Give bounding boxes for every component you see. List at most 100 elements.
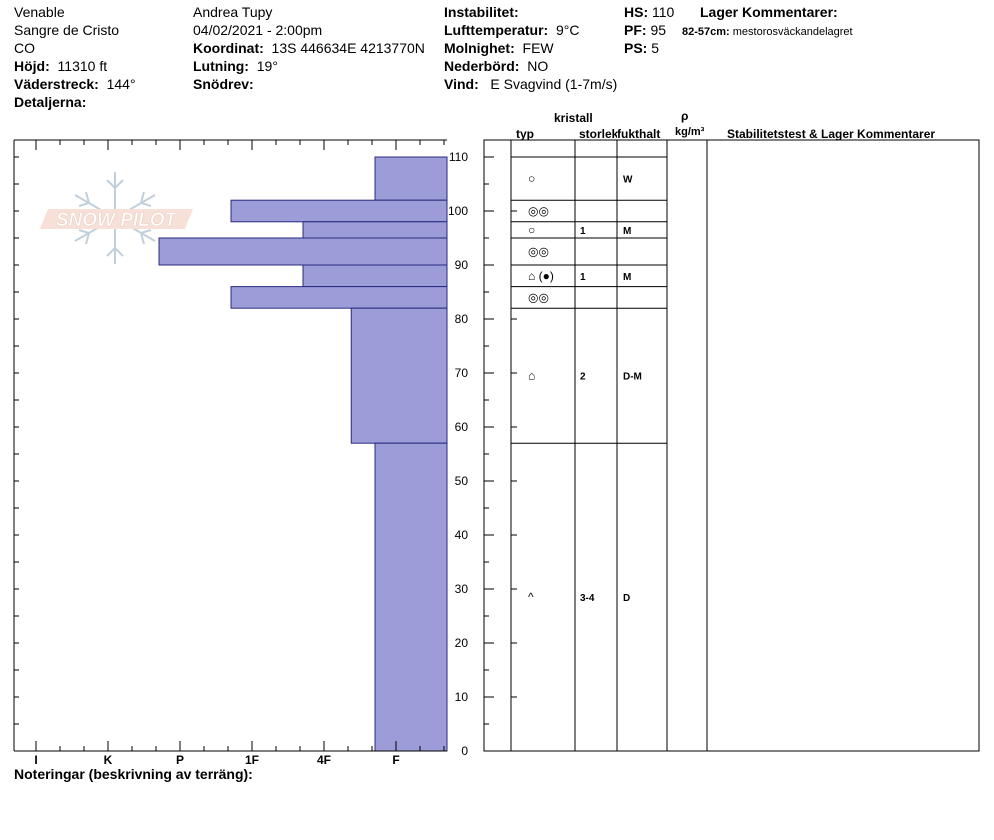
moisture-7: D: [623, 593, 630, 604]
grain-type-1: ◎◎: [528, 204, 549, 218]
wind: Vind: E Svagvind (1-7m/s): [444, 76, 617, 93]
grain-size-4: 1: [580, 272, 586, 283]
depth-label: 30: [455, 582, 469, 596]
depth-label: 100: [448, 204, 468, 218]
grain-size-2: 1: [580, 226, 586, 237]
hardness-label-4F: 4F: [317, 753, 331, 767]
ps-value: 5: [651, 40, 660, 56]
depth-label: 60: [455, 420, 469, 434]
layer-comment-range: 82-57cm:: [682, 26, 730, 38]
sky-cover: Molnighet: FEW: [444, 40, 554, 57]
aspect: Väderstreck: 144°: [14, 76, 136, 93]
grain-size-7: 3-4: [580, 593, 595, 604]
location-name: Venable: [14, 4, 65, 20]
hardness-bar-4: [302, 264, 448, 288]
layer-comment-text: mestorosväckandelagret: [732, 26, 853, 38]
hardness-bar-7: [374, 442, 448, 752]
hardness-bar-6: [350, 307, 448, 444]
sky-value: FEW: [522, 40, 554, 56]
precipitation: Nederbörd: NO: [444, 58, 548, 75]
depth-label: 80: [455, 312, 469, 326]
slope: Lutning: 19°: [193, 58, 278, 75]
slope-label: Lutning:: [193, 58, 249, 74]
moisture-0: W: [623, 175, 633, 186]
coord-value: 13S 446634E 4213770N: [271, 40, 425, 56]
layer-comment: 82-57cm: mestorosväckandelagret: [682, 24, 853, 41]
details-label: Detaljerna:: [14, 94, 87, 110]
moisture-6: D-M: [623, 372, 642, 383]
hardness-label-F: F: [392, 753, 399, 767]
logo-text: SNOW PILOT: [56, 210, 178, 231]
grain-type-3: ◎◎: [528, 245, 549, 259]
hardness-label-1F: 1F: [245, 753, 259, 767]
depth-label: 40: [455, 528, 469, 542]
notes-label: Noteringar (beskrivning av terräng):: [14, 766, 253, 782]
size-header: storlek: [579, 127, 617, 141]
grain-type-2: ○: [528, 223, 535, 237]
hardness-bar-5: [230, 286, 448, 309]
elevation-value: 11310 ft: [57, 58, 108, 74]
airtemp-label: Lufttemperatur:: [444, 22, 549, 38]
pf-label: PF:: [624, 22, 647, 38]
datetime: 04/02/2021 - 2:00pm: [193, 22, 323, 38]
layer-grid: 0 10 20 30 40 50 60 70 80 90 100 110 ○ W ◎◎ ○ 1 M ◎◎ ⌂ (●) 1…: [448, 139, 980, 758]
grain-type-7: ^: [528, 590, 534, 604]
hs-value: 110: [652, 4, 675, 20]
foot-penetration: PF: 95: [624, 22, 666, 39]
hardness-label-I: I: [34, 753, 37, 767]
drift-label: Snödrev:: [193, 76, 254, 92]
hardness-bar-0: [374, 156, 448, 201]
hardness-label-K: K: [104, 753, 113, 767]
aspect-label: Väderstreck:: [14, 76, 99, 92]
state: CO: [14, 40, 35, 56]
grain-type-0: ○: [528, 172, 535, 186]
mountain-range: Sangre de Cristo: [14, 22, 120, 38]
snowpilot-logo: SNOW PILOT: [40, 172, 193, 264]
grain-size-6: 2: [580, 372, 586, 383]
grain-type-5: ◎◎: [528, 290, 549, 304]
depth-label: 70: [455, 366, 469, 380]
elevation: Höjd: 11310 ft: [14, 58, 107, 75]
layer-comments-label: Lager Kommentarer:: [700, 4, 838, 20]
coord-label: Koordinat:: [193, 40, 264, 56]
moisture-4: M: [623, 272, 631, 283]
moisture-2: M: [623, 226, 631, 237]
grain-type-6: ⌂: [528, 369, 535, 383]
hardness-bar-2: [302, 221, 448, 239]
hardness-bar-3: [158, 237, 448, 266]
depth-label: 20: [455, 636, 469, 650]
wind-label: Vind:: [444, 76, 479, 92]
coordinates: Koordinat: 13S 446634E 4213770N: [193, 40, 425, 57]
slope-value: 19°: [256, 58, 278, 74]
precip-value: NO: [527, 58, 549, 74]
observer: Andrea Tupy: [193, 4, 273, 20]
density-symbol: ρ: [681, 109, 689, 123]
density-unit: kg/m³: [675, 126, 705, 138]
depth-label: 10: [455, 690, 469, 704]
elevation-label: Höjd:: [14, 58, 50, 74]
grain-type-4: ⌂ (●): [528, 269, 554, 283]
wind-value: E Svagvind (1-7m/s): [490, 76, 618, 92]
instability-label: Instabilitet:: [444, 4, 519, 20]
snow-height: HS: 110: [624, 4, 674, 21]
stability-header: Stabilitetstest & Lager Kommentarer: [727, 127, 936, 141]
hardness-label-P: P: [176, 753, 184, 767]
hs-label: HS:: [624, 4, 649, 20]
moisture-header: fukthalt: [617, 127, 661, 141]
air-temperature: Lufttemperatur: 9°C: [444, 22, 580, 39]
ski-penetration: PS: 5: [624, 40, 659, 57]
aspect-value: 144°: [106, 76, 136, 92]
pf-value: 95: [650, 22, 667, 38]
depth-label: 110: [449, 150, 468, 164]
grid-frame: [483, 139, 980, 752]
ps-label: PS:: [624, 40, 648, 56]
sky-label: Molnighet:: [444, 40, 515, 56]
depth-label: 90: [455, 258, 469, 272]
depth-label: 50: [455, 474, 469, 488]
hardness-bar-1: [230, 199, 448, 223]
type-header: typ: [516, 127, 534, 141]
hardness-bars: [158, 156, 448, 752]
precip-label: Nederbörd:: [444, 58, 520, 74]
airtemp-value: 9°C: [556, 22, 580, 38]
